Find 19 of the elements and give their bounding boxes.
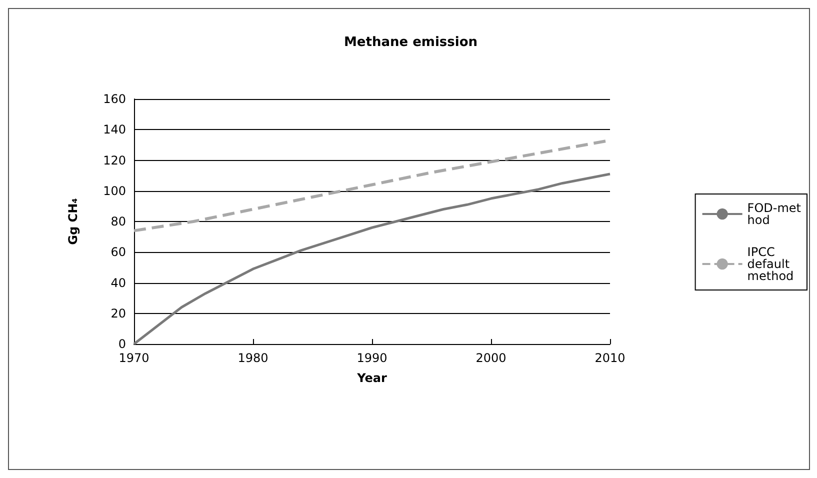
y-tick-label: 20 xyxy=(110,306,126,320)
y-tick-label: 0 xyxy=(118,337,126,351)
x-tick-label: 2000 xyxy=(476,351,506,365)
y-tick-label: 160 xyxy=(103,92,126,106)
y-tick-label: 100 xyxy=(103,184,126,198)
x-tick-label: 2010 xyxy=(594,351,626,365)
chart-title: Methane emission xyxy=(344,35,478,50)
legend-label: FOD-method xyxy=(747,201,802,227)
legend-label: IPCC default method xyxy=(747,245,794,283)
x-tick-label: 1990 xyxy=(356,351,388,365)
y-tick-label: 80 xyxy=(110,214,126,228)
x-tick-label: 1980 xyxy=(238,351,268,365)
y-tick-label: 140 xyxy=(103,122,126,137)
y-tick-label: 40 xyxy=(110,276,126,290)
y-tick-label: 120 xyxy=(103,153,126,168)
x-tick-label: 1970 xyxy=(118,351,150,365)
x-axis-title: Year xyxy=(356,371,387,385)
y-axis-title: Gg CH₄ xyxy=(66,198,80,245)
y-tick-label: 60 xyxy=(110,245,126,260)
